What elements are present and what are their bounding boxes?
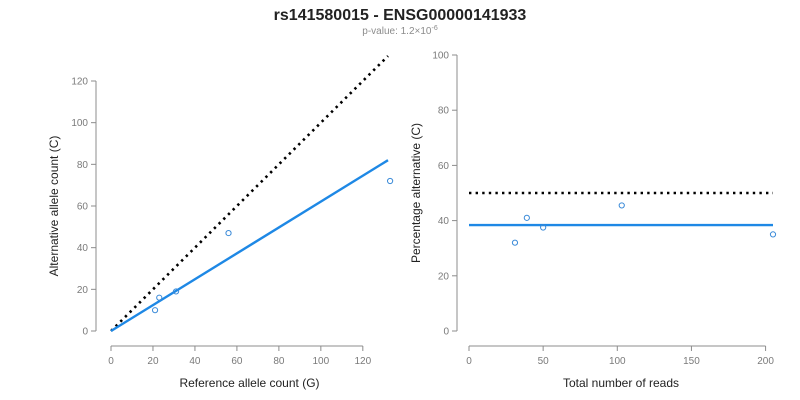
x-tick-label: 60 bbox=[231, 356, 243, 367]
data-point bbox=[172, 288, 180, 295]
y-tick-label: 40 bbox=[77, 243, 89, 254]
x-tick-label: 120 bbox=[354, 356, 371, 367]
y-tick-label: 0 bbox=[443, 327, 449, 338]
data-point bbox=[386, 177, 394, 185]
y-tick-label: 100 bbox=[432, 51, 449, 62]
fit-line bbox=[110, 159, 389, 333]
x-tick-label: 0 bbox=[108, 356, 114, 367]
x-tick-label: 150 bbox=[683, 356, 700, 367]
data-point bbox=[156, 294, 163, 301]
data-point bbox=[540, 224, 547, 231]
data-point bbox=[151, 307, 159, 314]
y-tick-label: 100 bbox=[71, 118, 88, 129]
data-point bbox=[769, 231, 777, 238]
x-tick-label: 0 bbox=[466, 356, 472, 367]
y-tick-label: 80 bbox=[77, 160, 89, 171]
data-point bbox=[511, 239, 519, 246]
y-tick-label: 20 bbox=[77, 285, 89, 296]
x-tick-label: 50 bbox=[538, 356, 550, 367]
data-point bbox=[618, 202, 625, 209]
chart-subtitle: p-value: 1.2×10-6 bbox=[362, 25, 438, 37]
scatter-panel-percentage: 0 50 100 150 200 Total number of reads 0 20 40 60… bbox=[409, 51, 777, 390]
scatter-panel-allele-counts: 0 20 40 60 80 100 120 Reference allele count (G… bbox=[47, 55, 394, 390]
data-point bbox=[523, 214, 530, 221]
chart-title: rs141580015 - ENSG00000141933 bbox=[274, 7, 527, 24]
reference-line bbox=[110, 55, 389, 332]
y-tick-label: 60 bbox=[438, 161, 450, 172]
p-value-exponent: -6 bbox=[431, 25, 437, 32]
y-tick-label: 120 bbox=[71, 77, 88, 88]
y-tick-label: 60 bbox=[77, 202, 89, 213]
x-tick-label: 20 bbox=[147, 356, 159, 367]
x-tick-label: 200 bbox=[757, 356, 774, 367]
x-tick-label: 100 bbox=[609, 356, 626, 367]
y-tick-label: 80 bbox=[438, 106, 450, 117]
data-point bbox=[225, 229, 232, 237]
x-tick-label: 80 bbox=[273, 356, 285, 367]
x-axis-title: Reference allele count (G) bbox=[179, 376, 319, 390]
y-tick-label: 40 bbox=[438, 216, 450, 227]
x-axis-title: Total number of reads bbox=[563, 376, 679, 390]
p-value-text: p-value: 1.2×10 bbox=[362, 26, 432, 37]
y-axis-title: Alternative allele count (C) bbox=[47, 136, 61, 277]
y-tick-label: 20 bbox=[438, 271, 450, 282]
y-tick-label: 0 bbox=[82, 327, 88, 338]
y-axis-title: Percentage alternative (C) bbox=[409, 123, 423, 263]
x-tick-label: 100 bbox=[313, 356, 330, 367]
x-tick-label: 40 bbox=[189, 356, 201, 367]
